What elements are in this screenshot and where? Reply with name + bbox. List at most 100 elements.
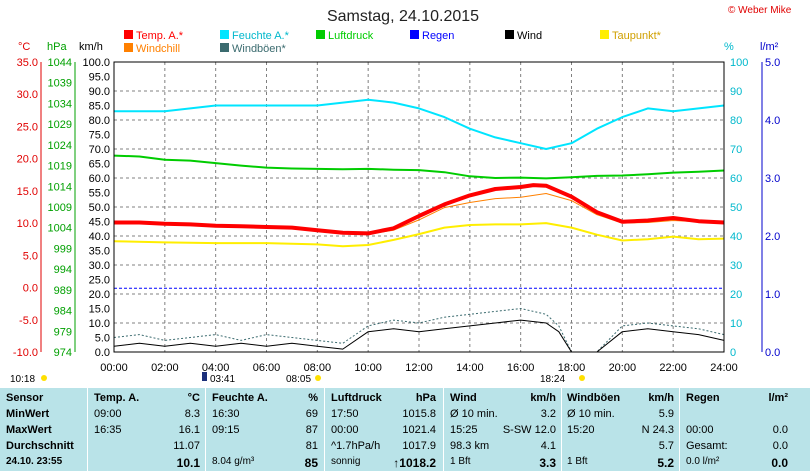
rain-tick-label: 2.0 xyxy=(765,231,780,243)
humidity-tick-label: 80 xyxy=(730,115,742,127)
stats-cell: Durchschnitt xyxy=(6,440,74,452)
stats-header-cell: hPa xyxy=(415,392,436,404)
sun-marker-icon xyxy=(315,375,321,381)
stats-cell: 09:00 xyxy=(94,408,122,420)
legend-label: Wind xyxy=(517,30,542,42)
wind-tick-label: 70.0 xyxy=(89,144,110,156)
plot-frame xyxy=(113,61,725,353)
series-line-luftdruck xyxy=(113,154,725,180)
pressure-tick-label: 974 xyxy=(54,347,72,359)
stats-divider xyxy=(205,388,206,471)
moon-icon xyxy=(41,375,47,381)
series-group xyxy=(113,98,725,353)
stats-cell: 98.3 km xyxy=(450,440,490,452)
noon-label: 18:24 xyxy=(540,374,565,385)
rain-axis: 5.0 4.0 3.0 2.0 1.0 0.0 xyxy=(761,57,780,359)
legend-swatch xyxy=(124,43,133,52)
stats-cell: N 24.3 xyxy=(641,424,674,436)
stats-header-cell: Temp. A. xyxy=(94,392,140,404)
pressure-tick-label: 999 xyxy=(54,243,72,255)
sunrise-icon xyxy=(202,372,207,381)
pressure-tick-label: 1004 xyxy=(48,223,72,235)
legend-label: Windchill xyxy=(136,43,180,55)
wind-tick-label: 10.0 xyxy=(89,318,110,330)
stats-cell: 81 xyxy=(305,440,318,452)
stats-cell: 5.7 xyxy=(658,440,674,452)
wind-tick-label: 85.0 xyxy=(89,101,110,113)
stats-table: Sensor Temp. A. °C Feuchte A.% Luftdruck hPa W… xyxy=(0,388,810,471)
temp-tick-label: 0.0 xyxy=(23,283,38,295)
legend-swatch xyxy=(316,30,325,39)
humidity-tick-label: 100 xyxy=(730,57,748,69)
rain-axis-unit: l/m² xyxy=(760,41,779,53)
stats-divider xyxy=(561,388,562,471)
pressure-tick-label: 989 xyxy=(54,285,72,297)
stats-header-cell: Luftdruck xyxy=(331,392,382,404)
stats-cell: 1015.8 xyxy=(402,408,436,420)
rain-tick-label: 4.0 xyxy=(765,115,780,127)
stats-header-cell: % xyxy=(308,392,318,404)
stats-cell: 09:15 xyxy=(212,424,240,436)
pressure-tick-label: 1029 xyxy=(48,119,72,131)
wind-tick-label: 100.0 xyxy=(82,57,110,69)
chart-title: Samstag, 24.10.2015 xyxy=(327,8,479,25)
humidity-axis-unit: % xyxy=(724,41,734,53)
stats-row: Durchschnitt 11.07 81 ^1.7hPa/h 1017.9 98.3 k… xyxy=(0,440,810,454)
stats-cell: sonnig xyxy=(331,456,361,467)
humidity-tick-label: 30 xyxy=(730,260,742,272)
stats-cell: 15:20 xyxy=(567,424,595,436)
legend-label: Windböen* xyxy=(232,43,287,55)
stats-row: MaxWert 16:35 16.1 09:15 87 00:00 1021.4 15:25 S… xyxy=(0,424,810,438)
weather-chart: Samstag, 24.10.2015 © Weber Mike Temp. A… xyxy=(10,5,792,385)
stats-cell: 0.0 l/m² xyxy=(686,456,720,467)
morning-label: 08:05 xyxy=(286,374,311,385)
stats-header-cell: Feuchte A. xyxy=(212,392,268,404)
sun-icon xyxy=(579,375,585,381)
stats-cell: 69 xyxy=(305,408,318,420)
stats-cell: 1 Bft xyxy=(567,456,588,467)
legend-label: Taupunkt* xyxy=(612,30,662,42)
legend-swatch xyxy=(600,30,609,39)
pressure-tick-label: 1009 xyxy=(48,202,72,214)
humidity-tick-label: 70 xyxy=(730,144,742,156)
stats-cell: 00:00 xyxy=(331,424,359,436)
time-tick-label: 22:00 xyxy=(659,362,687,374)
rain-tick-label: 0.0 xyxy=(765,347,780,359)
moonrise-label: 10:18 xyxy=(10,374,35,385)
series-line-windb-en xyxy=(113,308,725,353)
pressure-tick-label: 1019 xyxy=(48,161,72,173)
time-tick-label: 04:00 xyxy=(202,362,230,374)
temp-axis-unit: °C xyxy=(18,41,30,53)
temp-tick-label: 15.0 xyxy=(17,186,38,198)
wind-tick-label: 45.0 xyxy=(89,217,110,229)
time-tick-label: 18:00 xyxy=(558,362,586,374)
stats-cell: 8.3 xyxy=(184,408,200,420)
series-line-taupunkt xyxy=(113,222,725,248)
legend-swatch xyxy=(410,30,419,39)
wind-axis-unit: km/h xyxy=(79,41,103,53)
stats-cell: 16:30 xyxy=(212,408,240,420)
rain-tick-label: 3.0 xyxy=(765,173,780,185)
wind-tick-label: 75.0 xyxy=(89,130,110,142)
series-line-temp-a xyxy=(114,183,725,236)
stats-cell: 3.2 xyxy=(540,408,556,420)
humidity-tick-label: 90 xyxy=(730,86,742,98)
temp-tick-label: -5.0 xyxy=(19,315,38,327)
temp-tick-label: 35.0 xyxy=(17,57,38,69)
stats-cell: 8.04 g/m³ xyxy=(212,456,255,467)
stats-cell: 1 Bft xyxy=(450,456,471,467)
stats-cell: 85 xyxy=(304,456,318,470)
stats-cell: 16.1 xyxy=(178,424,200,436)
stats-cell: 17:50 xyxy=(331,408,359,420)
stats-cell: Ø 10 min. xyxy=(567,408,615,420)
stats-cell: ^1.7hPa/h xyxy=(331,440,381,452)
stats-cell: 1017.9 xyxy=(402,440,436,452)
stats-cell: 4.1 xyxy=(540,440,556,452)
stats-cell: Gesamt: xyxy=(686,440,728,452)
wind-tick-label: 40.0 xyxy=(89,231,110,243)
stats-header-cell: Wind xyxy=(450,392,477,404)
stats-cell: 24.10. 23:55 xyxy=(6,456,63,467)
temp-tick-label: 25.0 xyxy=(17,121,38,133)
wind-tick-label: 90.0 xyxy=(89,86,110,98)
wind-tick-label: 60.0 xyxy=(89,173,110,185)
